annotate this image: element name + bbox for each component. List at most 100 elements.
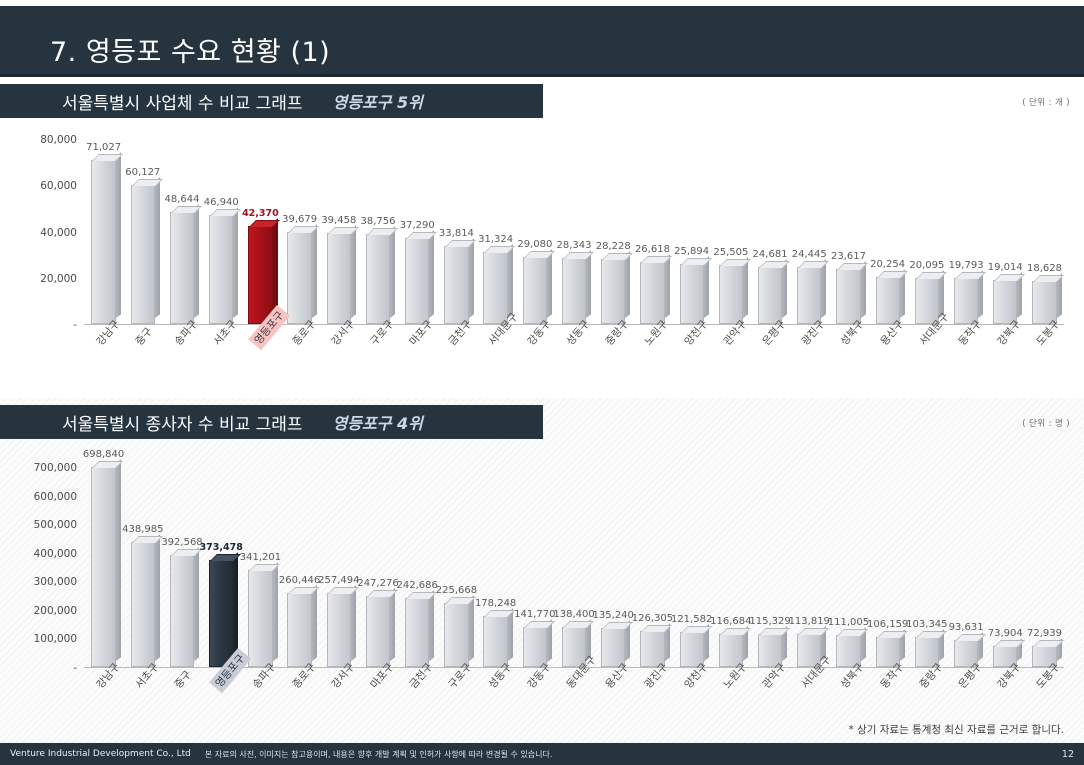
bar-value-label: 73,904 (987, 627, 1023, 639)
bar-slot: 141,770 (514, 467, 556, 667)
bar: 73,904 (988, 628, 1023, 667)
bar-slot: 25,894 (672, 139, 711, 324)
bar-value-label: 126,305 (631, 612, 674, 624)
bar-slot: 39,679 (280, 139, 319, 324)
x-label-slot: 성북구 (829, 661, 868, 719)
bar: 111,005 (828, 617, 869, 667)
chart2-banner-title: 서울특별시 종사자 수 비교 그래프 (62, 414, 303, 435)
x-label-slot: 동대문구 (554, 654, 598, 719)
bar: 106,159 (867, 619, 908, 667)
bar-value-label: 28,228 (595, 240, 631, 252)
chart2-x-axis: 강남구 서초구 중구 영등포구 송파구 종로구 강서구 마포구 금천구 구로구 성동구 강동구 동대문구… (84, 648, 1064, 719)
x-label-slot: 강서구 (319, 318, 358, 376)
bar: 37,290 (400, 220, 435, 324)
bar: 25,505 (713, 247, 748, 324)
bar-slot: 23,617 (829, 139, 868, 324)
bar-slot: 115,329 (749, 467, 791, 667)
bar-slot: 698,840 (83, 449, 124, 667)
bar-slot: 111,005 (828, 467, 869, 667)
x-label-slot: 종로구 (280, 318, 319, 376)
bar: 242,686 (397, 580, 438, 667)
bar-value-label: 392,568 (161, 536, 203, 548)
bar-slot: 106,159 (867, 467, 908, 667)
y-axis-tick: 600,000 (33, 490, 77, 503)
bar: 135,240 (593, 610, 634, 667)
bar-slot: 257,494 (318, 467, 359, 667)
bar: 178,248 (475, 598, 516, 667)
chart1-x-axis: 강남구 중구 송파구 서초구 영등포구 종로구 강서구 구로구 마포구 금천구 서대문구 강동구 성동구… (84, 305, 1064, 376)
x-label-slot: 서대문구 (476, 311, 520, 376)
bar-value-label: 48,644 (164, 193, 200, 205)
bar: 126,305 (632, 613, 673, 667)
x-label-slot: 금천구 (437, 318, 476, 376)
bar-value-label: 20,095 (909, 259, 945, 271)
bar-slot: 25,505 (711, 139, 750, 324)
bar-value-label: 373,478 (199, 542, 243, 554)
bar-slot: 178,248 (475, 467, 516, 667)
bar-value-label: 438,985 (122, 523, 164, 535)
x-label-slot: 강북구 (986, 318, 1025, 376)
bar-slot: 28,228 (594, 139, 633, 324)
bar-value-label: 225,668 (435, 584, 478, 596)
y-axis-tick: - (73, 319, 77, 331)
footnote: * 상기 자료는 통계청 최신 자료를 근거로 합니다. (848, 724, 1065, 736)
chart1-banner-title: 서울특별시 사업체 수 비교 그래프 (62, 93, 303, 114)
bar-value-label: 29,080 (517, 238, 553, 250)
x-label-slot: 서초구 (123, 661, 162, 719)
bar: 19,014 (988, 262, 1023, 324)
y-axis-tick: 700,000 (33, 462, 77, 474)
bar-slot: 126,305 (632, 467, 673, 667)
bar-slot: 31,324 (476, 139, 515, 324)
x-label-slot: 강서구 (319, 661, 358, 719)
slide-footer: Venture Industrial Development Co., Ltd … (0, 743, 1084, 765)
bar: 26,618 (635, 244, 670, 324)
bar-slot: 138,400 (553, 467, 595, 667)
chart1-bars: 71,027 60,127 48,644 46,940 42,370 39,679 39,4… (84, 139, 1064, 324)
chart2: - 100,000 200,000 300,000 400,000 500,000 600,… (0, 449, 1084, 728)
bar: 141,770 (514, 609, 556, 667)
bar-value-label: 46,940 (203, 197, 239, 209)
bar-slot: 73,904 (986, 467, 1025, 667)
y-axis-tick: 40,000 (40, 226, 77, 239)
bar-slot: 33,814 (437, 139, 476, 324)
bar-value-label: 698,840 (82, 449, 125, 461)
x-label-slot: 광진구 (790, 318, 829, 376)
bar: 24,445 (792, 249, 827, 324)
y-axis-tick: 300,000 (33, 576, 77, 589)
bar-value-label: 38,756 (360, 216, 396, 228)
chart2-unit-note: ( 단위 : 명 ) (1022, 419, 1070, 429)
bar-slot: 103,345 (906, 467, 948, 667)
bar: 247,276 (357, 578, 399, 667)
bar: 33,814 (439, 228, 474, 324)
x-label-slot: 성동구 (476, 661, 515, 719)
bar-slot: 18,628 (1025, 139, 1064, 324)
bar-slot: 373,478 (199, 467, 243, 667)
x-label-slot: 마포구 (358, 661, 397, 719)
bar: 71,027 (86, 142, 121, 324)
bar-value-label: 141,770 (514, 608, 556, 620)
bar-slot: 37,290 (398, 139, 437, 324)
bar-value-label: 39,458 (321, 214, 357, 226)
x-label: 중구 (133, 325, 155, 348)
bar-value-label: 24,681 (752, 248, 788, 260)
bar-value-label: 60,127 (125, 166, 161, 178)
bar-slot: 121,582 (671, 467, 712, 667)
bar-value-label: 28,343 (556, 240, 592, 252)
bar-value-label: 93,631 (948, 622, 984, 634)
y-axis-tick: 100,000 (33, 633, 77, 646)
bar-slot: 38,756 (358, 139, 397, 324)
x-label-slot: 영등포구 (202, 648, 252, 719)
bar: 20,095 (909, 260, 944, 324)
bar-slot: 46,940 (202, 139, 241, 324)
bar: 72,939 (1027, 628, 1062, 667)
bar-value-label: 23,617 (830, 251, 866, 263)
x-label-slot: 송파구 (241, 661, 280, 719)
x-label-slot: 마포구 (398, 318, 437, 376)
bar: 19,793 (949, 260, 984, 324)
bar: 28,343 (557, 240, 592, 324)
x-label-slot: 강남구 (84, 661, 123, 719)
bar-slot: 260,446 (279, 467, 320, 667)
bar-slot: 20,095 (907, 139, 946, 324)
x-label-slot: 관악구 (711, 318, 750, 376)
bar: 138,400 (553, 609, 595, 667)
